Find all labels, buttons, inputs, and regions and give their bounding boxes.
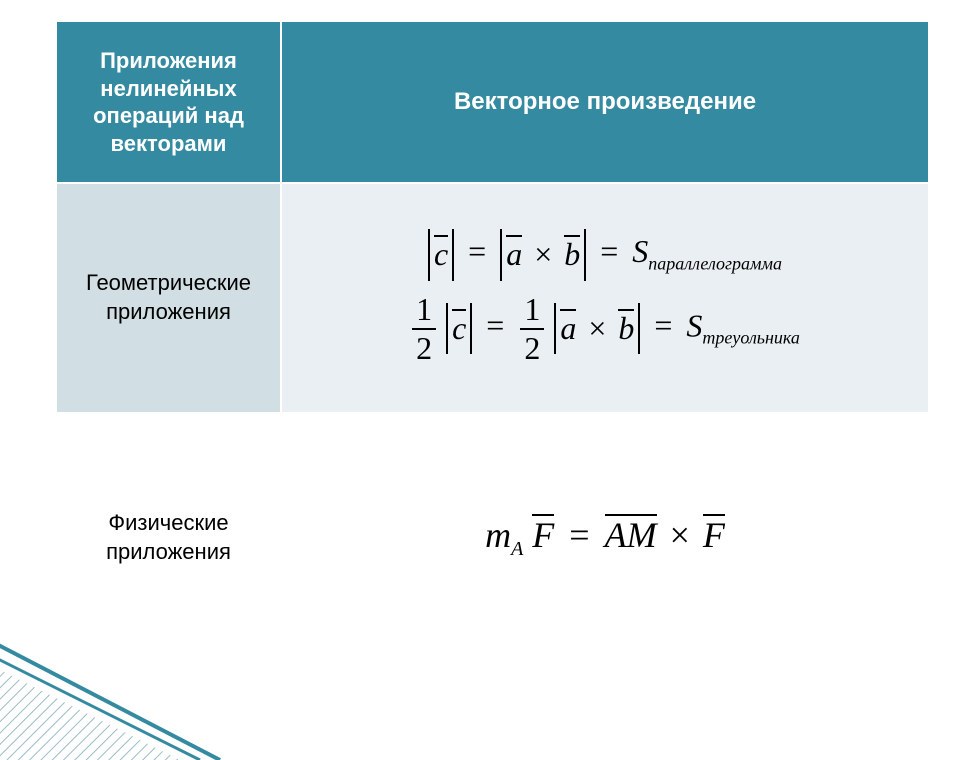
fraction-half: 1 2 xyxy=(520,291,544,367)
var-c: c xyxy=(452,309,466,344)
geom-label: Геометрические приложения xyxy=(56,183,281,413)
var-F: F xyxy=(703,514,725,553)
subscript-parallelogram: параллелограмма xyxy=(648,254,782,274)
formula-parallelogram: c = a × b = Sпараллелограмма xyxy=(292,229,918,280)
geom-formulas: c = a × b = Sпараллелограмма 1 2 c xyxy=(281,183,929,413)
phys-label: Физические приложения xyxy=(56,413,281,663)
header-row: Приложения нелинейных операций над векто… xyxy=(56,21,929,183)
subscript-triangle: треуольника xyxy=(702,327,799,347)
var-a: a xyxy=(506,235,522,270)
equals-icon: = xyxy=(563,515,595,555)
fraction-half: 1 2 xyxy=(412,291,436,367)
equals-icon: = xyxy=(594,233,624,269)
times-icon: × xyxy=(666,515,694,555)
var-AM: AM xyxy=(605,514,657,553)
main-table: Приложения нелинейных операций над векто… xyxy=(55,20,930,664)
phys-formulas: mA F = AM × F xyxy=(281,413,929,663)
times-icon: × xyxy=(530,236,556,272)
var-S: S xyxy=(686,307,702,343)
formula-moment: mA F = AM × F xyxy=(292,514,918,561)
var-S: S xyxy=(632,233,648,269)
frac-num: 1 xyxy=(412,291,436,330)
var-a: a xyxy=(560,309,576,344)
equals-icon: = xyxy=(648,307,678,343)
subscript-A: A xyxy=(511,539,523,561)
frac-den: 2 xyxy=(412,330,436,367)
header-col1: Приложения нелинейных операций над векто… xyxy=(56,21,281,183)
times-icon: × xyxy=(584,310,610,346)
var-c: c xyxy=(434,235,448,270)
equals-icon: = xyxy=(480,307,510,343)
slide-container: Приложения нелинейных операций над векто… xyxy=(0,0,960,720)
frac-num: 1 xyxy=(520,291,544,330)
frac-den: 2 xyxy=(520,330,544,367)
equals-icon: = xyxy=(462,233,492,269)
formula-triangle: 1 2 c = 1 2 a × b = Sтреуольника xyxy=(292,291,918,367)
var-F: F xyxy=(532,514,554,553)
row-geometric: Геометрические приложения c = a × b = Sп… xyxy=(56,183,929,413)
row-physical: Физические приложения mA F = AM × F xyxy=(56,413,929,663)
header-col2: Векторное произведение xyxy=(281,21,929,183)
var-b: b xyxy=(564,235,580,270)
var-b: b xyxy=(618,309,634,344)
var-m: m xyxy=(485,515,511,555)
